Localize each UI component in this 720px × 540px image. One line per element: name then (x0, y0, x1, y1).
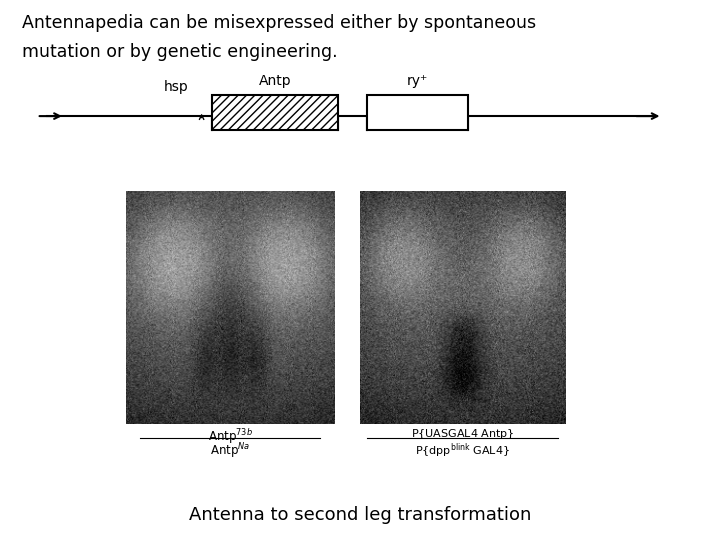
Text: hsp: hsp (164, 80, 189, 94)
Text: Antenna to second leg transformation: Antenna to second leg transformation (189, 506, 531, 524)
Text: $\mathrm{Antp}^{73b}$: $\mathrm{Antp}^{73b}$ (208, 427, 253, 446)
Text: $\mathrm{P\{UASGAL4\ Antp\}}$: $\mathrm{P\{UASGAL4\ Antp\}}$ (411, 427, 514, 441)
Text: $\mathrm{P\{dpp^{blink}\ GAL4\}}$: $\mathrm{P\{dpp^{blink}\ GAL4\}}$ (415, 441, 510, 460)
Text: mutation or by genetic engineering.: mutation or by genetic engineering. (22, 43, 337, 61)
Bar (367, 94, 468, 130)
Text: Antennapedia can be misexpressed either by spontaneous: Antennapedia can be misexpressed either … (22, 14, 536, 31)
Text: Antp: Antp (259, 74, 292, 88)
Bar (212, 94, 338, 130)
Text: ry⁺: ry⁺ (407, 74, 428, 88)
Text: $\mathrm{Antp}^{Na}$: $\mathrm{Antp}^{Na}$ (210, 441, 251, 461)
